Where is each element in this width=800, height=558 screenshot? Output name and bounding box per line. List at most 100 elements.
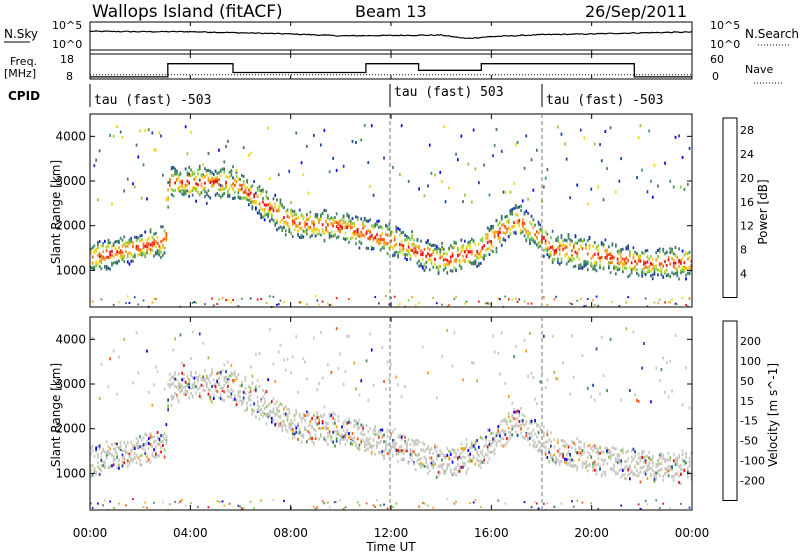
- data-cell: [485, 443, 487, 447]
- data-cell: [184, 125, 187, 129]
- data-cell: [263, 218, 266, 222]
- data-cell: [207, 179, 210, 182]
- data-cell: [434, 262, 436, 266]
- data-cell: [499, 423, 501, 427]
- data-cell: [337, 419, 340, 423]
- data-cell: [606, 257, 608, 261]
- data-cell: [464, 447, 466, 451]
- data-cell: [121, 136, 124, 139]
- data-cell: [592, 461, 594, 465]
- data-cell: [486, 445, 489, 449]
- data-cell: [341, 223, 343, 227]
- data-cell: [262, 208, 264, 212]
- data-cell: [209, 171, 212, 175]
- data-cell: [641, 466, 643, 470]
- data-cell: [184, 186, 187, 190]
- data-cell: [160, 246, 162, 250]
- data-cell: [671, 271, 673, 275]
- data-cell: [362, 426, 364, 430]
- data-cell: [383, 449, 385, 453]
- data-cell: [272, 197, 275, 201]
- data-cell: [537, 231, 540, 235]
- data-cell: [432, 460, 435, 464]
- data-cell: [674, 473, 677, 477]
- data-cell: [590, 264, 593, 268]
- data-cell: [302, 435, 305, 439]
- data-cell: [451, 254, 454, 258]
- data-cell: [155, 245, 157, 248]
- data-cell: [544, 176, 547, 180]
- data-cell: [223, 363, 226, 367]
- data-cell: [353, 232, 356, 236]
- data-cell: [277, 424, 280, 428]
- data-cell: [109, 241, 111, 245]
- data-cell: [372, 504, 375, 507]
- data-cell: [207, 506, 210, 509]
- data-cell: [432, 265, 435, 269]
- data-cell: [378, 441, 380, 445]
- data-cell: [409, 452, 412, 456]
- data-cell: [490, 450, 492, 454]
- velocity-heatmap: [90, 327, 693, 511]
- data-cell: [155, 298, 157, 301]
- data-cell: [291, 222, 294, 226]
- data-cell: [283, 221, 285, 224]
- data-cell: [313, 133, 315, 137]
- data-cell: [632, 256, 635, 260]
- data-cell: [599, 445, 601, 449]
- data-cell: [414, 250, 417, 254]
- data-cell: [104, 265, 106, 269]
- data-cell: [297, 422, 299, 426]
- data-cell: [629, 273, 631, 277]
- data-cell: [478, 252, 480, 256]
- data-cell: [658, 250, 661, 254]
- data-cell: [227, 189, 229, 193]
- data-cell: [98, 149, 101, 153]
- data-cell: [378, 434, 380, 438]
- data-cell: [277, 350, 280, 354]
- data-cell: [286, 415, 289, 419]
- data-cell: [167, 188, 169, 192]
- data-cell: [330, 216, 333, 220]
- data-cell: [516, 221, 519, 224]
- data-cell: [395, 442, 398, 446]
- data-cell: [225, 184, 227, 188]
- data-cell: [162, 238, 164, 242]
- data-cell: [126, 295, 129, 298]
- data-cell: [209, 395, 212, 399]
- data-cell: [597, 507, 600, 510]
- data-cell: [218, 376, 220, 380]
- data-cell: [687, 182, 689, 186]
- data-cell: [637, 452, 640, 456]
- data-cell: [286, 223, 289, 227]
- data-cell: [342, 437, 345, 441]
- data-cell: [253, 193, 255, 197]
- data-cell: [383, 440, 385, 444]
- data-cell: [239, 384, 241, 388]
- data-cell: [351, 236, 354, 240]
- cpid-segment-2: tau (fast) 503: [394, 85, 504, 100]
- data-cell: [123, 456, 126, 460]
- data-cell: [256, 410, 259, 414]
- data-cell: [585, 460, 587, 464]
- data-cell: [643, 460, 645, 464]
- data-cell: [267, 414, 269, 418]
- data-cell: [244, 185, 247, 189]
- data-cell: [529, 436, 531, 440]
- data-cell: [611, 467, 614, 471]
- data-cell: [472, 501, 475, 504]
- data-cell: [511, 413, 514, 417]
- data-cell: [421, 266, 424, 270]
- data-cell: [453, 297, 456, 300]
- data-cell: [218, 500, 220, 503]
- data-cell: [665, 263, 668, 267]
- data-cell: [376, 223, 378, 227]
- data-cell: [112, 459, 115, 463]
- data-cell: [293, 418, 296, 422]
- data-cell: [207, 176, 210, 180]
- data-cell: [91, 448, 94, 452]
- data-cell: [414, 254, 417, 258]
- data-cell: [216, 500, 219, 502]
- data-cell: [593, 463, 596, 467]
- data-cell: [298, 222, 301, 225]
